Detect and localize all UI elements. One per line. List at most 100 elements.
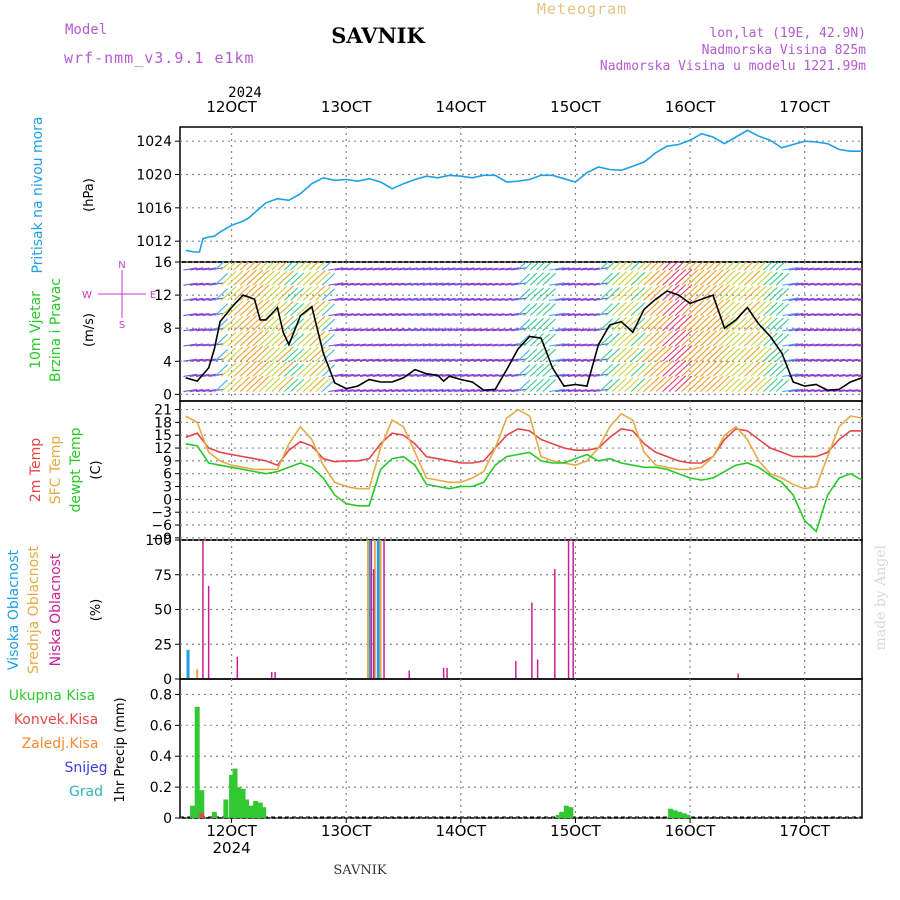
high-cloud-bar bbox=[367, 540, 371, 679]
mid-cloud-bar bbox=[366, 540, 369, 679]
precip-legend-item: Konvek.Kisa bbox=[14, 712, 98, 728]
bottom-date-label: 16OCT bbox=[665, 822, 716, 840]
precip-bar bbox=[253, 801, 259, 818]
precip-bar bbox=[559, 811, 565, 818]
high-cloud-bar bbox=[186, 649, 190, 679]
y-tick-label: −6 bbox=[151, 518, 172, 534]
pressure-unit: (hPa) bbox=[82, 178, 97, 212]
temp-unit: (C) bbox=[89, 460, 104, 479]
precip-axis-title: 1hr Precip (mm) bbox=[113, 697, 128, 802]
wind-unit: (m/s) bbox=[82, 313, 97, 347]
bottom-date-label: 15OCT bbox=[550, 822, 601, 840]
precip-bar bbox=[229, 774, 235, 818]
y-tick-label: 8 bbox=[163, 321, 172, 337]
y-tick-label: 0.6 bbox=[150, 718, 172, 734]
y-tick-label: 18 bbox=[154, 415, 172, 431]
compass-n: N bbox=[118, 260, 125, 271]
precip-bar bbox=[232, 768, 238, 818]
y-tick-label: −3 bbox=[151, 505, 172, 521]
precip-bar bbox=[685, 814, 691, 818]
y-tick-label: 0 bbox=[163, 387, 172, 403]
low-cloud-bar bbox=[572, 541, 574, 679]
y-tick-label: 1020 bbox=[136, 168, 172, 184]
high-cloud-bar bbox=[376, 540, 380, 679]
y-tick-label: 0 bbox=[163, 492, 172, 508]
precip-bar bbox=[681, 813, 687, 818]
mid-cloud-bar bbox=[373, 540, 376, 679]
temp-2m-line bbox=[185, 427, 862, 467]
compass-s: S bbox=[119, 320, 125, 331]
precip-bar bbox=[243, 799, 249, 818]
precip-bar bbox=[668, 808, 674, 818]
panel-frame bbox=[179, 678, 863, 819]
top-date-label: 12OCT bbox=[206, 98, 257, 116]
top-date-label: 17OCT bbox=[779, 98, 830, 116]
y-tick-label: 9 bbox=[163, 454, 172, 470]
meteogram-label: Meteogram bbox=[537, 0, 627, 18]
low-cloud-axis-title: Niska Oblacnost bbox=[48, 553, 64, 666]
sfc-temp-line bbox=[185, 408, 863, 490]
bottom-date-label: 14OCT bbox=[436, 822, 487, 840]
pressure-line bbox=[185, 129, 862, 253]
precip-bar bbox=[563, 805, 569, 818]
y-tick-label: 25 bbox=[154, 637, 172, 653]
wind-barb-field bbox=[183, 262, 862, 393]
dewpoint-line bbox=[185, 443, 863, 533]
precip-legend-item: Grad bbox=[69, 784, 103, 800]
dewpt-axis-title: dewpt Temp bbox=[68, 427, 84, 512]
low-cloud-bar bbox=[207, 585, 210, 679]
footer-station: SAVNIK bbox=[333, 863, 387, 878]
y-tick-label: 0.8 bbox=[150, 687, 172, 703]
top-date-label: 13OCT bbox=[321, 98, 372, 116]
precip-bar bbox=[555, 814, 561, 818]
low-cloud-bar bbox=[515, 660, 517, 679]
y-tick-label: 1012 bbox=[136, 234, 172, 250]
low-cloud-bar bbox=[408, 670, 410, 679]
low-cloud-bar bbox=[531, 602, 533, 679]
low-cloud-bar bbox=[442, 667, 445, 679]
y-tick-label: 0 bbox=[163, 672, 172, 688]
bottom-date-label: 13OCT bbox=[321, 822, 372, 840]
y-tick-label: 15 bbox=[154, 428, 172, 444]
y-tick-label: 100 bbox=[145, 533, 172, 549]
y-tick-label: 12 bbox=[154, 441, 172, 457]
year-label-bottom: 2024 bbox=[212, 839, 250, 857]
low-cloud-bar bbox=[567, 540, 570, 679]
precip-bar bbox=[194, 706, 200, 818]
mid-cloud-axis-title: Srednja Oblacnost bbox=[26, 546, 42, 674]
y-tick-label: 6 bbox=[163, 467, 172, 483]
low-cloud-bar bbox=[274, 672, 276, 679]
low-cloud-bar bbox=[554, 569, 556, 679]
compass-w: W bbox=[82, 290, 92, 301]
low-cloud-bar bbox=[370, 540, 373, 679]
low-cloud-bar bbox=[383, 540, 385, 679]
top-date-label: 14OCT bbox=[436, 98, 487, 116]
y-tick-label: 1024 bbox=[136, 134, 172, 150]
elevation-text: Nadmorska Visina 825m bbox=[702, 43, 867, 58]
y-tick-label: −9 bbox=[151, 531, 172, 547]
chart-title: SAVNIK bbox=[331, 23, 425, 48]
bottom-date-label: 17OCT bbox=[779, 822, 830, 840]
temp2m-axis-title: 2m Temp bbox=[28, 438, 44, 502]
y-tick-label: 16 bbox=[154, 255, 172, 271]
wind-axis-title-2: Brzina i Pravac bbox=[48, 278, 64, 382]
precip-bar bbox=[261, 807, 267, 818]
y-tick-label: 1016 bbox=[136, 201, 172, 217]
precip-legend-item: Ukupna Kisa bbox=[9, 688, 96, 704]
low-cloud-bar bbox=[446, 667, 448, 679]
watermark: made by Angel bbox=[873, 544, 889, 650]
wind-axis-title-1: 10m Vjetar bbox=[28, 291, 44, 369]
top-date-label: 16OCT bbox=[665, 98, 716, 116]
top-date-label: 15OCT bbox=[550, 98, 601, 116]
high-cloud-axis-title: Visoka Oblacnost bbox=[6, 549, 22, 670]
y-tick-label: 4 bbox=[163, 354, 172, 370]
precip-bar bbox=[257, 802, 263, 818]
model-name: wrf-nmm_v3.9.1 e1km bbox=[64, 49, 255, 67]
cloud-unit: (%) bbox=[89, 599, 104, 622]
precip-bar bbox=[677, 811, 683, 818]
compass-e: E bbox=[150, 290, 156, 301]
bottom-date-label: 12OCT bbox=[206, 822, 257, 840]
low-cloud-bar bbox=[202, 540, 204, 679]
y-tick-label: 21 bbox=[154, 403, 172, 419]
low-cloud-bar bbox=[236, 656, 239, 679]
